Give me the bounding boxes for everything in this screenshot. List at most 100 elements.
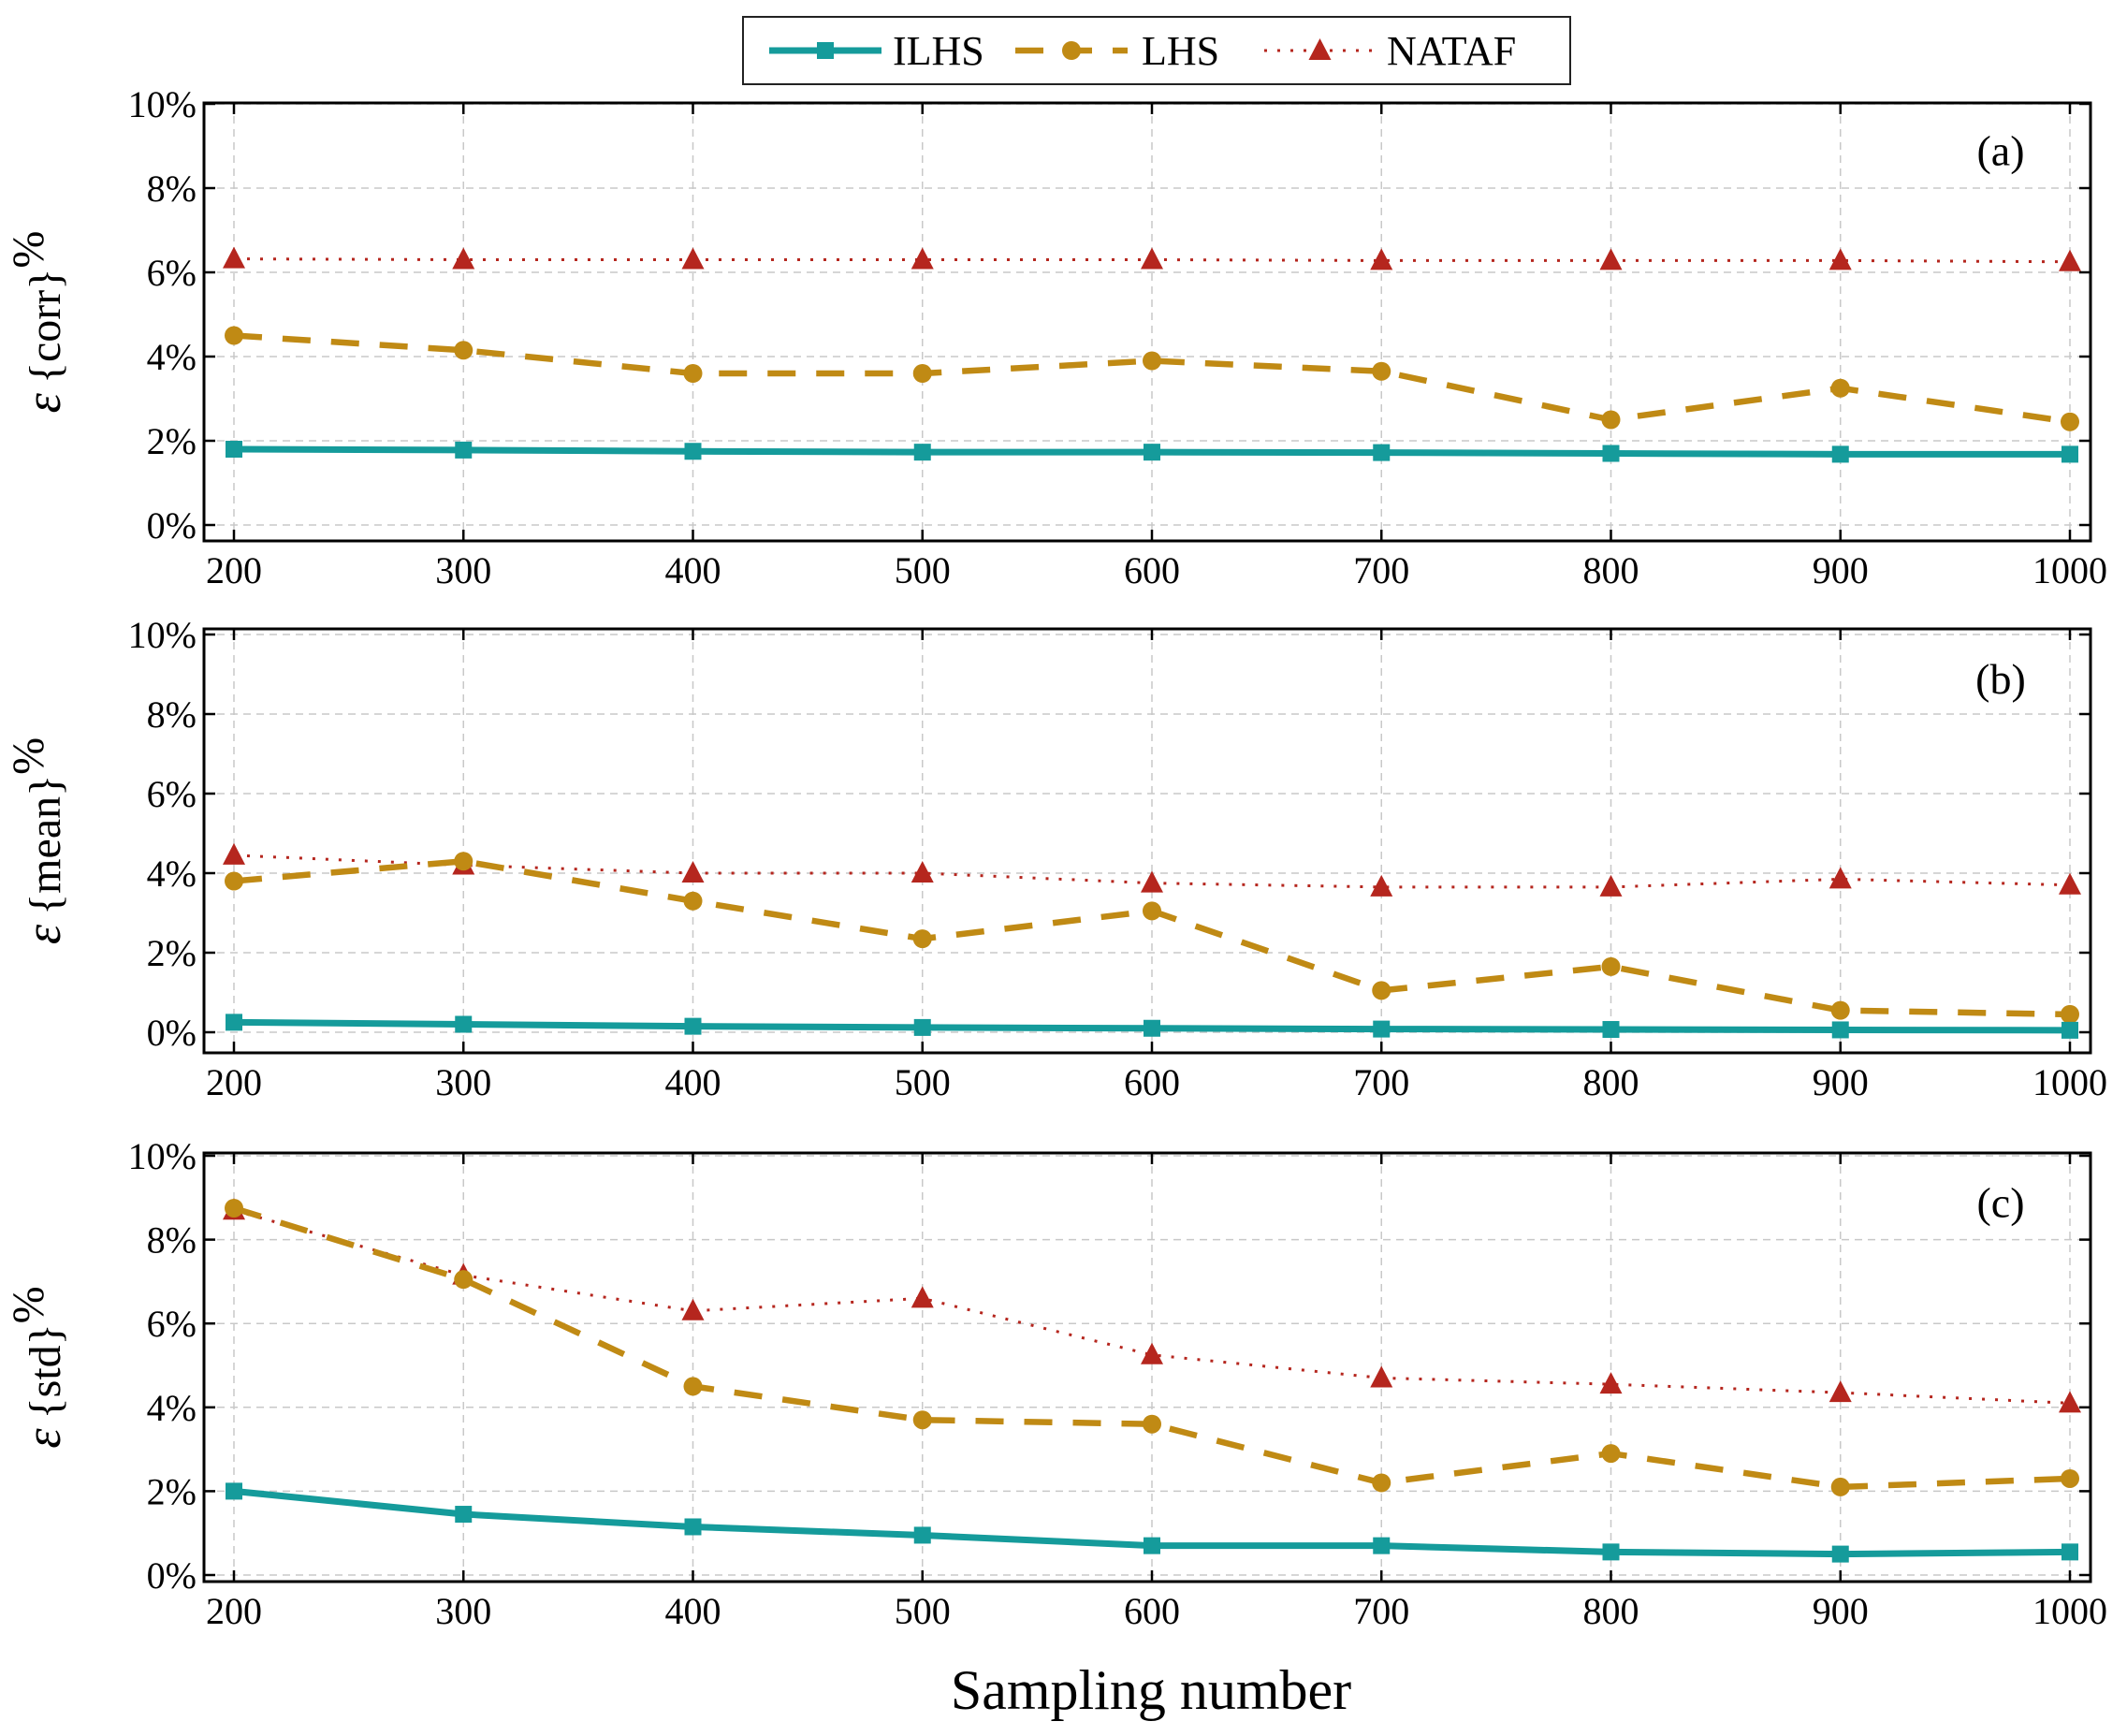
point-nataf-900: [1828, 248, 1852, 270]
point-nataf-600: [1141, 1342, 1163, 1364]
point-lhs-300: [454, 1270, 473, 1290]
point-lhs-1000: [2061, 1004, 2079, 1024]
point-lhs-200: [225, 326, 243, 345]
point-nataf-700: [1370, 248, 1393, 270]
legend: ILHS LHS NATAF: [742, 16, 1571, 85]
point-ilhs-700: [1373, 1537, 1391, 1554]
x-tick-label-500: 500: [895, 1590, 951, 1632]
point-ilhs-800: [1602, 445, 1620, 462]
x-tick-label-700: 700: [1353, 1590, 1409, 1632]
point-nataf-500: [911, 1286, 934, 1308]
point-nataf-800: [1599, 874, 1623, 897]
point-lhs-900: [1830, 1000, 1850, 1020]
y-tick-label-4: 4%: [147, 853, 197, 895]
y-tick-label-2: 2%: [147, 932, 197, 974]
chart-panels: 200 300 400 500 600 700 800 900 1000 0% 2% 4% 6% 8% 10…: [4, 83, 2107, 1632]
point-lhs-800: [1601, 956, 1621, 976]
x-tick-label-600: 600: [1124, 1061, 1180, 1103]
point-ilhs-900: [1831, 445, 1849, 463]
point-nataf-600: [1141, 870, 1163, 893]
point-lhs-1000: [2061, 1468, 2079, 1488]
point-ilhs-300: [455, 441, 473, 459]
plot-frame: [202, 1151, 2092, 1583]
panel-b: 200 300 400 500 600 700 800 900 1000 0% 2% 4% 6% 8% 10…: [4, 614, 2107, 1103]
point-nataf-400: [681, 861, 705, 883]
x-tick-label-400: 400: [665, 1061, 721, 1103]
x-tick-label-800: 800: [1583, 549, 1639, 591]
point-lhs-700: [1372, 361, 1391, 381]
point-ilhs-1000: [2061, 1021, 2078, 1039]
point-ilhs-200: [226, 441, 242, 458]
y-tick-label-0: 0%: [147, 1012, 197, 1054]
y-tick-label-2: 2%: [147, 1470, 197, 1512]
y-tick-label-8: 8%: [147, 168, 197, 210]
y-tick-label-6: 6%: [147, 773, 197, 815]
y-axis-label-text: {corr}: [21, 269, 70, 384]
point-nataf-1000: [2059, 872, 2081, 895]
x-tick-label-300: 300: [435, 1061, 491, 1103]
x-tick-label-300: 300: [435, 1590, 491, 1632]
point-nataf-200: [223, 842, 245, 865]
point-ilhs-500: [913, 444, 931, 461]
point-lhs-400: [683, 364, 703, 383]
x-tick-label-700: 700: [1353, 549, 1409, 591]
point-lhs-900: [1830, 378, 1850, 398]
point-nataf-400: [681, 247, 705, 270]
point-nataf-700: [1370, 874, 1393, 897]
point-nataf-400: [681, 1298, 705, 1320]
y-tick-label-6: 6%: [147, 1303, 197, 1345]
y-tick-label-8: 8%: [147, 1219, 197, 1262]
y-tick-label-4: 4%: [147, 1387, 197, 1429]
panel-tag: (a): [1976, 127, 2024, 175]
point-lhs-200: [225, 871, 243, 891]
point-nataf-800: [1599, 248, 1623, 270]
point-ilhs-400: [684, 1518, 702, 1536]
point-nataf-500: [911, 861, 934, 883]
point-lhs-600: [1143, 1414, 1161, 1434]
y-tick-label-8: 8%: [147, 693, 197, 736]
x-tick-label-600: 600: [1124, 549, 1180, 591]
point-lhs-800: [1601, 1444, 1621, 1464]
legend-marker-ilhs: [817, 42, 834, 59]
x-tick-label-600: 600: [1124, 1590, 1180, 1632]
series-line-lhs: [233, 1204, 2071, 1491]
y-axis-label-symbol: ε: [15, 924, 71, 944]
panel-a: 200 300 400 500 600 700 800 900 1000 0% 2% 4% 6% 8% 10…: [4, 83, 2107, 591]
y-axis-label: ε {std}%: [4, 1286, 71, 1448]
y-axis-label-symbol: ε: [15, 1428, 71, 1449]
x-tick-label-1000: 1000: [2032, 1061, 2107, 1103]
x-tick-label-500: 500: [895, 1061, 951, 1103]
point-nataf-600: [1141, 247, 1163, 270]
point-lhs-700: [1372, 1473, 1391, 1493]
point-lhs-400: [683, 891, 703, 911]
y-tick-label-6: 6%: [147, 252, 197, 294]
point-ilhs-500: [913, 1018, 931, 1036]
point-lhs-900: [1830, 1477, 1850, 1496]
plot-frame: [202, 627, 2092, 1055]
point-lhs-500: [912, 1410, 932, 1430]
panel-c: 200 300 400 500 600 700 800 900 1000 0% 2% 4% 6% 8% 10…: [4, 1135, 2107, 1632]
y-axis-label-unit: %: [4, 1286, 53, 1323]
x-tick-label-1000: 1000: [2032, 1590, 2107, 1632]
point-ilhs-1000: [2061, 445, 2078, 463]
y-axis-label: ε {mean}%: [4, 737, 71, 944]
point-lhs-500: [912, 929, 932, 949]
point-nataf-1000: [2059, 249, 2081, 271]
x-tick-label-1000: 1000: [2032, 549, 2107, 591]
point-nataf-500: [911, 247, 934, 270]
point-ilhs-400: [684, 443, 702, 460]
point-ilhs-800: [1602, 1021, 1620, 1039]
x-tick-label-800: 800: [1583, 1061, 1639, 1103]
point-lhs-600: [1143, 901, 1161, 921]
panel-tag: (b): [1975, 655, 2026, 703]
point-nataf-900: [1828, 867, 1852, 889]
point-lhs-300: [454, 341, 473, 360]
point-ilhs-400: [684, 1017, 702, 1035]
plot-frame: [202, 101, 2092, 543]
point-ilhs-600: [1144, 1019, 1160, 1037]
point-ilhs-1000: [2061, 1543, 2078, 1561]
point-lhs-700: [1372, 981, 1391, 1000]
point-nataf-700: [1370, 1365, 1393, 1388]
legend-label-lhs: LHS: [1142, 28, 1219, 74]
